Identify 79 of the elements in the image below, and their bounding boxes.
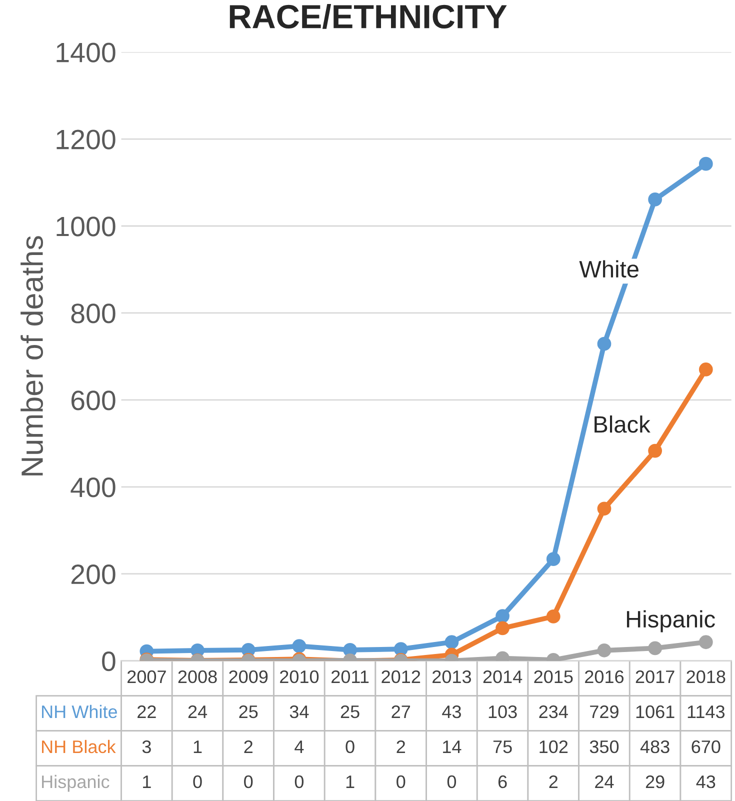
point — [698, 362, 713, 376]
point — [496, 609, 510, 623]
point — [648, 192, 662, 206]
data-label: 0 — [447, 775, 456, 788]
y-tick-label: 600 — [71, 390, 116, 410]
y-tick-label: 0 — [102, 651, 116, 672]
data-label: 102 — [540, 740, 568, 754]
data-label: 1 — [346, 776, 354, 788]
text: Hispanic — [42, 774, 110, 792]
point — [546, 552, 560, 566]
point — [292, 639, 306, 653]
text: NH Black — [42, 740, 116, 754]
data-label: 0 — [346, 740, 354, 754]
point — [698, 635, 713, 650]
data-label: 25 — [340, 705, 360, 718]
y-tick-label: 200 — [71, 564, 116, 584]
point — [648, 641, 662, 656]
data-label: 34 — [290, 705, 309, 718]
point — [648, 444, 662, 458]
x-tick-label: 2007 — [128, 670, 166, 684]
data-label: 2 — [549, 775, 558, 788]
data-label: 29 — [646, 775, 664, 788]
data-label: 103 — [488, 705, 517, 718]
point — [597, 502, 612, 516]
y-tick-label: 1400 — [56, 42, 116, 62]
x-tick-label: 2015 — [534, 670, 573, 684]
x-tick-label: 2010 — [280, 670, 319, 684]
data-label: 670 — [692, 740, 720, 754]
data-label: 0 — [193, 775, 202, 788]
y-axis-title: Number of deaths — [20, 236, 44, 476]
data-label: 14 — [443, 740, 462, 754]
data-label: 43 — [696, 775, 716, 788]
chart-title: RACE/ETHNICITY — [230, 4, 507, 29]
point — [444, 635, 459, 650]
y-tick-label: 400 — [70, 478, 116, 498]
data-label: 43 — [442, 705, 461, 718]
data-label: 2 — [244, 740, 252, 754]
data-label: 0 — [244, 775, 253, 788]
x-tick-label: 2011 — [332, 670, 369, 684]
data-label: 0 — [396, 775, 406, 788]
y-tick-label: 800 — [71, 304, 116, 324]
data-label: 483 — [640, 740, 670, 754]
annotation: Hispanic — [626, 610, 715, 632]
data-label: 6 — [498, 775, 507, 788]
data-label: 350 — [590, 740, 619, 754]
data-label: 27 — [392, 705, 410, 718]
data-label: 25 — [239, 705, 258, 718]
y-tick-label: 1000 — [56, 216, 116, 236]
x-tick-label: 2008 — [178, 670, 217, 684]
point — [698, 156, 713, 171]
text: NH White — [42, 704, 117, 718]
data-label: 22 — [138, 705, 156, 718]
data-label: 2 — [396, 740, 405, 754]
point — [546, 610, 560, 624]
x-tick-label: 2017 — [636, 670, 674, 684]
point — [597, 643, 612, 658]
annotation: White — [579, 260, 638, 278]
data-label: 24 — [188, 705, 208, 718]
x-tick-label: 2013 — [432, 670, 472, 684]
data-label: 1061 — [636, 705, 674, 718]
x-tick-label: 2016 — [585, 670, 624, 684]
data-label: 1143 — [688, 705, 725, 718]
x-tick-label: 2009 — [229, 670, 268, 684]
x-tick-label: 2012 — [382, 670, 420, 684]
data-label: 1 — [143, 776, 151, 788]
x-tick-label: 2014 — [483, 670, 522, 684]
annotation: Black — [594, 415, 650, 433]
data-label: 75 — [493, 740, 512, 754]
data-label: 729 — [590, 705, 618, 718]
point — [597, 336, 612, 351]
y-tick-label: 1200 — [56, 130, 116, 150]
data-label: 1 — [194, 740, 202, 754]
data-label: 4 — [294, 740, 304, 754]
x-tick-label: 2018 — [686, 670, 726, 684]
data-label: 234 — [539, 705, 568, 718]
data-label: 3 — [142, 740, 151, 754]
data-label: 0 — [294, 775, 304, 788]
data-label: 24 — [595, 775, 614, 788]
point — [496, 621, 510, 636]
